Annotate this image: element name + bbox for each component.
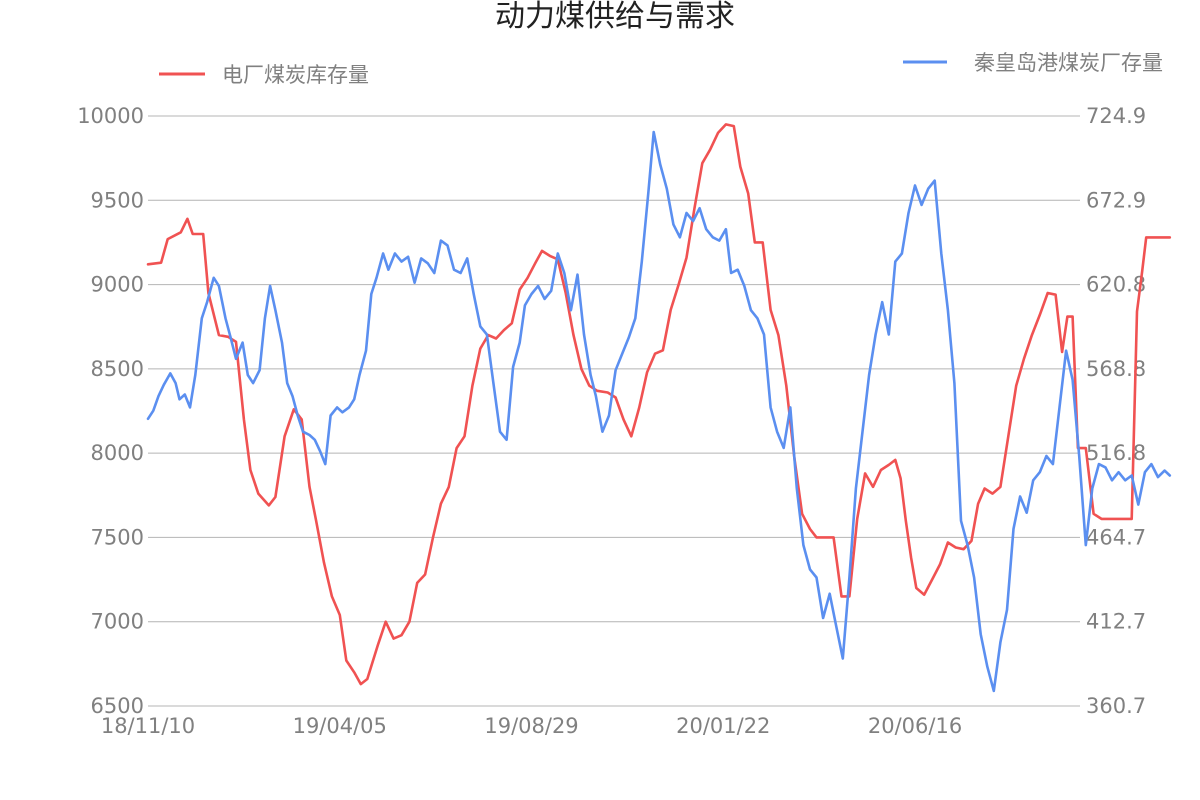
left-axis-tick-label: 9500 [91,188,144,212]
left-axis-tick-label: 7500 [91,525,144,549]
right-axis-tick-label: 464.7 [1086,525,1146,549]
right-axis-ticks: 360.7 412.7 464.7 516.8 568.8 620.8 672.9 724.9 [1086,104,1146,718]
right-axis-tick-label: 360.7 [1086,694,1146,718]
x-axis-tick-label: 18/11/10 [101,714,195,738]
left-axis-ticks: 6500 7000 7500 8000 8500 9000 9500 10000 [77,104,144,718]
series-line-qinhuangdao-port-stock [146,130,1172,693]
right-axis-tick-label: 620.8 [1086,273,1146,297]
left-axis-tick-label: 9000 [91,273,144,297]
x-axis-tick-label: 19/08/29 [484,714,578,738]
x-axis-tick-label: 19/04/05 [293,714,387,738]
left-axis-tick-label: 7000 [91,610,144,634]
series-line-power-plant-stock [146,123,1172,686]
legend-left: 电厂煤炭库存量 [159,63,369,87]
left-axis-tick-label: 8500 [91,357,144,381]
left-axis-tick-label: 8000 [91,441,144,465]
x-axis-tick-label: 20/06/16 [868,714,962,738]
chart-title: 动力煤供给与需求 [495,0,735,34]
x-axis-ticks: 18/11/10 19/04/05 19/08/29 20/01/22 20/06/16 [101,714,962,738]
right-axis-tick-label: 412.7 [1086,610,1146,634]
right-axis-tick-label: 568.8 [1086,357,1146,381]
left-axis-tick-label: 10000 [77,104,144,128]
legend-right: 秦皇岛港煤炭厂存量 [903,51,1163,75]
left-axis-tick-label: 6500 [91,694,144,718]
right-axis-tick-label: 516.8 [1086,441,1146,465]
x-axis-tick-label: 20/01/22 [676,714,770,738]
series-layer [146,123,1172,693]
right-axis-tick-label: 672.9 [1086,188,1146,212]
gridlines [148,115,1080,707]
legend-left-label: 电厂煤炭库存量 [222,63,369,87]
right-axis-tick-label: 724.9 [1086,104,1146,128]
legend-right-label: 秦皇岛港煤炭厂存量 [974,51,1163,75]
